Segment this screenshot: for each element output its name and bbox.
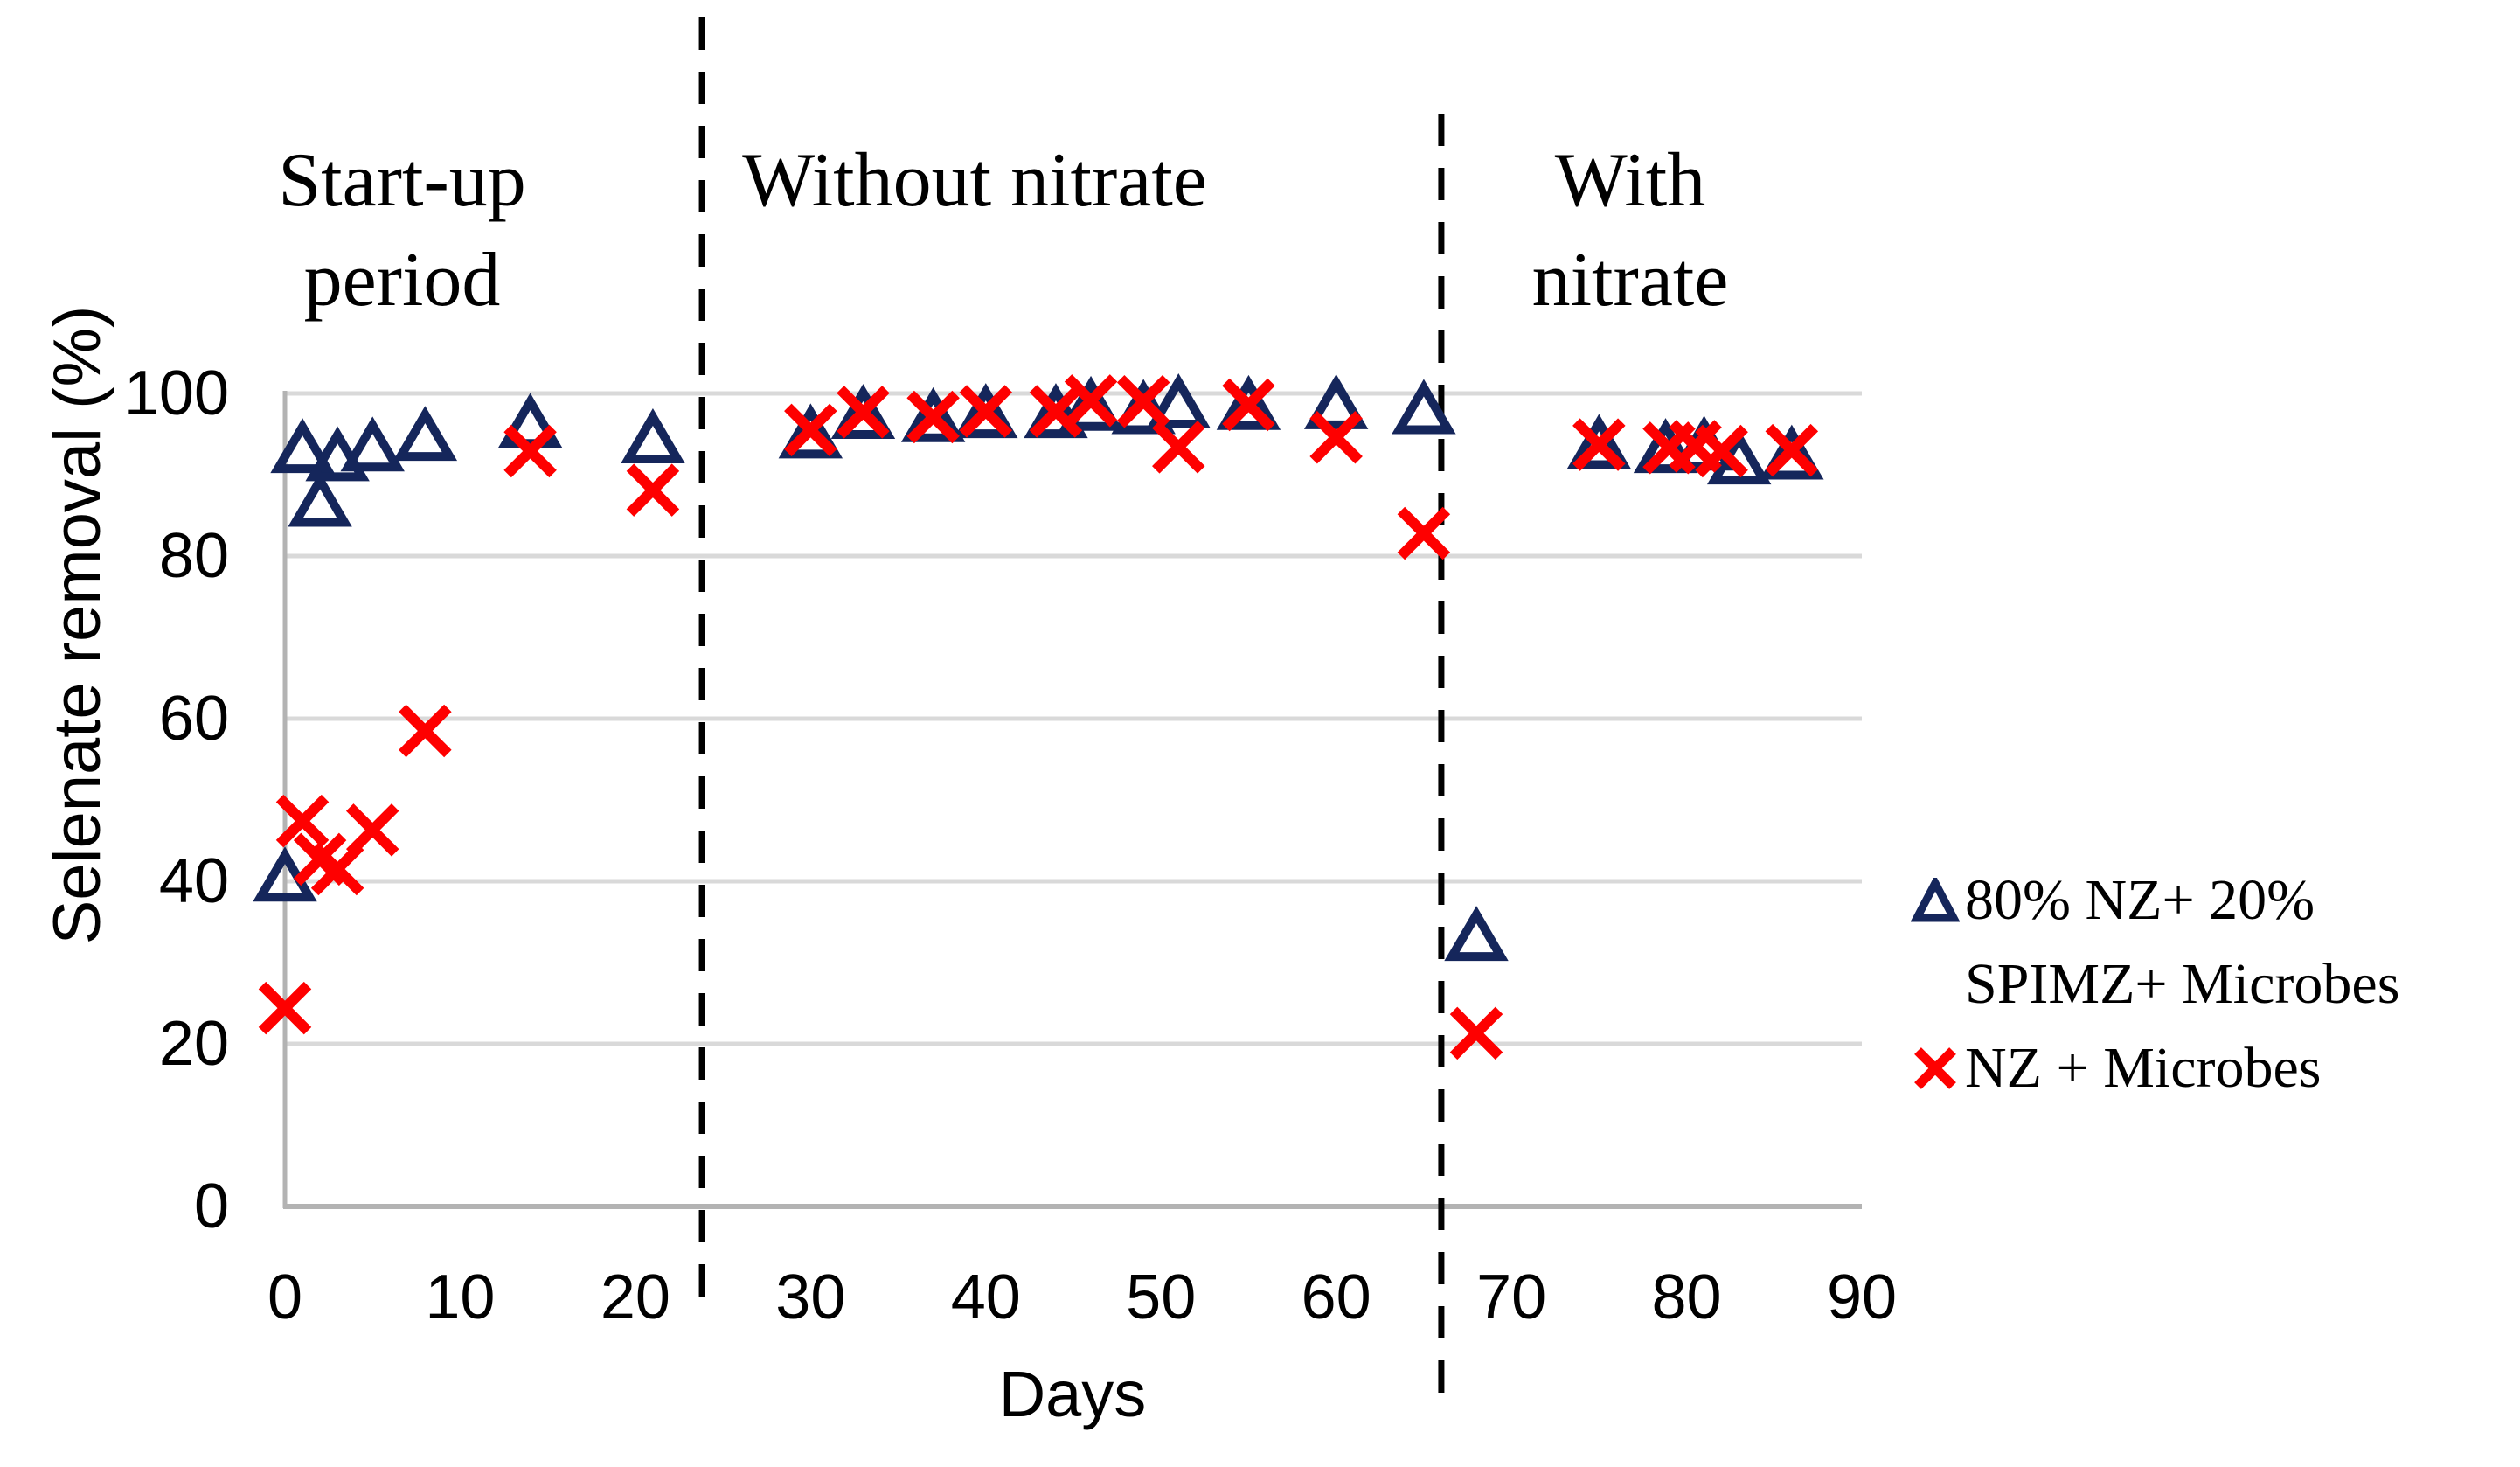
region-label-with-nitrate: With nitrate bbox=[1455, 131, 1805, 330]
x-axis-tick-label: 50 bbox=[1126, 1262, 1197, 1332]
data-point-x bbox=[1397, 506, 1451, 560]
region-label-without-nitrate: Without nitrate bbox=[669, 131, 1281, 231]
data-point-x bbox=[1572, 418, 1626, 471]
data-point-x bbox=[275, 794, 330, 848]
data-point-x bbox=[626, 463, 680, 517]
x-axis-tick-label: 10 bbox=[425, 1262, 496, 1332]
x-marker-icon bbox=[1911, 1046, 1965, 1091]
legend-label: 80% NZ+ 20% bbox=[1965, 868, 2315, 932]
data-point-x bbox=[503, 424, 557, 478]
data-point-x bbox=[906, 390, 960, 444]
x-axis-tick-label: 0 bbox=[267, 1262, 303, 1332]
legend-label: NZ + Microbes bbox=[1965, 1036, 2322, 1100]
data-point-x bbox=[1116, 375, 1170, 428]
triangle-marker-icon bbox=[1911, 878, 1965, 923]
x-axis-tick-label: 90 bbox=[1826, 1262, 1898, 1332]
chart-legend: 80% NZ+ 20% SPIMZ+ Microbes NZ + Microbe… bbox=[1911, 859, 2520, 1110]
x-axis-tick-label: 70 bbox=[1476, 1262, 1547, 1332]
data-point-triangle bbox=[1444, 906, 1509, 962]
region-label-line: nitrate bbox=[1531, 238, 1729, 323]
data-point-x bbox=[1222, 378, 1275, 432]
data-point-triangle bbox=[340, 416, 405, 472]
data-point-x bbox=[837, 386, 890, 439]
data-point-triangle bbox=[900, 386, 966, 442]
legend-entry-blue-series-line2: SPIMZ+ Microbes bbox=[1911, 942, 2520, 1026]
legend-indent bbox=[1911, 962, 1965, 1007]
legend-entry-red-series: NZ + Microbes bbox=[1911, 1026, 2520, 1110]
x-axis-tick-label: 60 bbox=[1301, 1262, 1371, 1332]
data-point-triangle bbox=[1216, 374, 1281, 430]
data-point-x bbox=[258, 981, 312, 1035]
data-point-x bbox=[345, 803, 399, 857]
data-point-triangle bbox=[1566, 414, 1632, 469]
data-point-triangle bbox=[270, 418, 335, 474]
region-label-line: Start-up bbox=[278, 138, 526, 223]
data-point-x bbox=[399, 704, 452, 758]
data-point-triangle bbox=[1146, 373, 1211, 428]
data-point-triangle bbox=[1303, 373, 1369, 429]
data-point-x bbox=[1029, 385, 1083, 438]
data-point-x bbox=[1064, 374, 1118, 428]
x-axis-tick-label: 40 bbox=[950, 1262, 1021, 1332]
y-axis-tick-label: 40 bbox=[158, 846, 229, 916]
legend-entry-blue-series: 80% NZ+ 20% bbox=[1911, 859, 2520, 942]
data-point-triangle bbox=[288, 471, 352, 527]
region-label-line: Without nitrate bbox=[742, 138, 1207, 223]
data-point-triangle bbox=[954, 383, 1018, 439]
legend-label: SPIMZ+ Microbes bbox=[1965, 952, 2400, 1016]
data-point-triangle bbox=[497, 393, 563, 448]
x-axis-tick-label: 20 bbox=[600, 1262, 670, 1332]
data-point-triangle bbox=[778, 403, 843, 459]
data-point-x bbox=[1309, 410, 1363, 464]
x-axis-tick-label: 30 bbox=[775, 1262, 846, 1332]
data-point-triangle bbox=[830, 384, 896, 440]
data-point-triangle bbox=[1059, 375, 1123, 431]
data-point-triangle bbox=[1024, 383, 1088, 439]
region-label-startup: Start-up period bbox=[227, 131, 577, 330]
data-point-triangle bbox=[392, 406, 458, 462]
y-axis-tick-label: 100 bbox=[123, 358, 229, 428]
x-axis-title: Days bbox=[998, 1358, 1147, 1430]
y-axis-tick-label: 0 bbox=[193, 1172, 229, 1241]
y-axis-tick-label: 60 bbox=[158, 684, 229, 754]
data-point-triangle bbox=[621, 408, 685, 463]
y-axis-tick-label: 80 bbox=[158, 521, 229, 591]
x-axis-tick-label: 80 bbox=[1651, 1262, 1722, 1332]
region-label-line: With bbox=[1554, 138, 1706, 223]
data-point-triangle bbox=[1392, 379, 1456, 435]
data-point-x bbox=[784, 403, 837, 457]
data-point-x bbox=[1152, 421, 1205, 474]
data-point-x bbox=[1695, 424, 1748, 478]
data-point-triangle bbox=[1633, 418, 1698, 474]
y-axis-tick-label: 20 bbox=[158, 1009, 229, 1079]
region-label-line: period bbox=[303, 238, 501, 323]
data-point-x bbox=[1765, 423, 1819, 477]
data-point-x bbox=[1449, 1006, 1503, 1060]
data-point-x bbox=[959, 385, 1013, 438]
data-point-triangle bbox=[1760, 424, 1824, 480]
